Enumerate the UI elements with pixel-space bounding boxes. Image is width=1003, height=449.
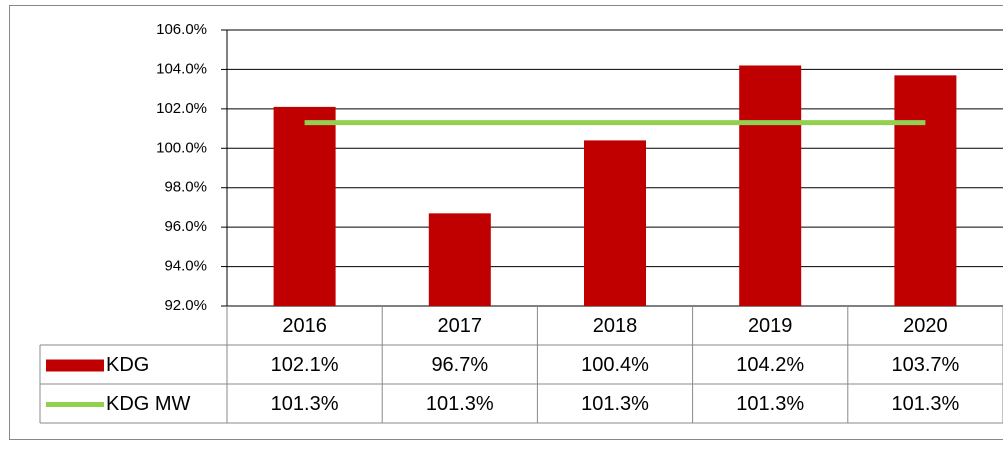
x-tick-label: 2020 — [903, 315, 948, 337]
data-label: 102.1% — [271, 354, 339, 376]
y-tick-label: 92.0% — [164, 297, 207, 314]
x-tick-label: 2017 — [438, 315, 483, 337]
x-tick-label: 2016 — [282, 315, 327, 337]
bar — [428, 213, 491, 306]
bar — [739, 65, 802, 306]
legend-label: KDG — [106, 354, 149, 376]
y-tick-label: 104.0% — [156, 60, 207, 77]
y-tick-label: 102.0% — [156, 100, 207, 117]
x-tick-label: 2019 — [748, 315, 793, 337]
data-label: 100.4% — [581, 354, 649, 376]
legend-label: KDG MW — [106, 393, 191, 415]
bar — [273, 106, 336, 306]
legend-swatch — [46, 359, 104, 372]
data-label: 103.7% — [891, 354, 959, 376]
data-label: 101.3% — [426, 393, 494, 415]
x-tick-label: 2018 — [593, 315, 638, 337]
data-label: 101.3% — [271, 393, 339, 415]
bar — [894, 75, 957, 306]
y-tick-label: 100.0% — [156, 139, 207, 156]
data-label: 96.7% — [431, 354, 488, 376]
y-tick-label: 96.0% — [164, 218, 207, 235]
data-label: 101.3% — [736, 393, 804, 415]
data-label: 104.2% — [736, 354, 804, 376]
data-label: 101.3% — [891, 393, 959, 415]
y-tick-label: 94.0% — [164, 258, 207, 275]
chart-border — [9, 5, 1003, 440]
y-tick-label: 106.0% — [156, 21, 207, 38]
y-tick-label: 98.0% — [164, 179, 207, 196]
bar — [584, 140, 646, 306]
data-label: 101.3% — [581, 393, 649, 415]
